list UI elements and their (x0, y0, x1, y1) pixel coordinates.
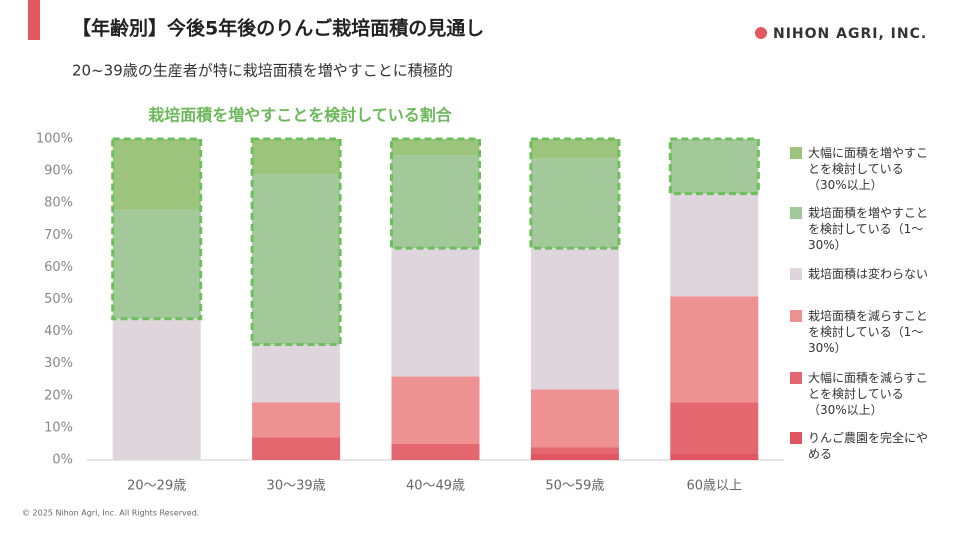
subtitle: 20~39歳の生産者が特に栽培面積を増やすことに積極的 (72, 62, 453, 80)
highlight-box (529, 137, 621, 250)
x-tick-label: 60歳以上 (687, 479, 743, 494)
x-tick-label: 20～29歳 (127, 479, 186, 494)
bar-segment (530, 158, 619, 249)
bar-segment (670, 139, 759, 194)
y-tick-label: 30% (44, 356, 73, 371)
bar-segment (391, 139, 480, 156)
bar-segment (391, 376, 480, 444)
legend-swatch (790, 310, 802, 322)
y-tick-label: 10% (44, 420, 73, 435)
legend-label: 大幅に面積を減らすことを検討している（30%以上） (808, 371, 928, 417)
highlight-box (390, 137, 481, 250)
legend-label: 栽培面積は変わらない (808, 267, 929, 281)
bar-segment (252, 344, 341, 403)
legend-swatch (790, 147, 802, 159)
bar-segment (530, 389, 619, 448)
bar-segment (252, 437, 341, 460)
legend-label: 大幅に面積を増やすことを検討している（30%以上） (808, 146, 929, 192)
x-tick-label: 50～59歳 (545, 479, 604, 494)
legend-swatch (790, 432, 802, 444)
y-tick-label: 50% (44, 292, 73, 307)
annotation: 栽培面積を増やすことを検討している割合 (148, 106, 453, 125)
y-tick-label: 100% (36, 132, 73, 147)
y-tick-label: 70% (44, 228, 73, 243)
legend-label: りんご農園を完全にやめる (808, 431, 929, 461)
accent-bar (28, 0, 40, 40)
bar-segment (112, 209, 201, 319)
bar-segment (670, 402, 759, 454)
bar-segment (112, 139, 201, 210)
bar-segment (391, 155, 480, 249)
bar-segment (252, 139, 341, 175)
y-tick-label: 0% (52, 453, 73, 468)
highlight-box (111, 137, 203, 321)
title: 【年齢別】今後5年後のりんご栽培面積の見通し (72, 17, 484, 40)
legend-swatch (790, 207, 802, 219)
bar-segment (670, 193, 759, 297)
y-tick-label: 60% (44, 260, 73, 275)
bar-segment (252, 174, 341, 345)
bar-segment (112, 318, 201, 460)
bar-segment (670, 296, 759, 403)
highlight-box (668, 137, 760, 196)
y-tick-label: 40% (44, 324, 73, 339)
y-tick-label: 80% (44, 196, 73, 211)
bar-segment (670, 453, 759, 460)
logo: NIHON AGRI, INC. (773, 26, 927, 42)
bar-segment (391, 248, 480, 377)
legend-label: 栽培面積を減らすことを検討している（1～30%） (808, 309, 928, 355)
y-tick-label: 20% (44, 388, 73, 403)
footer: © 2025 Nihon Agri, Inc. All Rights Reser… (22, 509, 199, 518)
legend-swatch (790, 372, 802, 384)
logo-dot (755, 27, 767, 39)
highlight-box (250, 137, 342, 346)
bar-segment (530, 139, 619, 159)
x-tick-label: 30～39歳 (267, 479, 326, 494)
bar-segment (391, 443, 480, 460)
legend-label: 栽培面積を増やすことを検討している（1～30%） (808, 206, 929, 252)
bar-segment (530, 447, 619, 454)
x-tick-label: 40～49歳 (406, 479, 465, 494)
bar-segment (252, 402, 341, 438)
y-tick-label: 90% (44, 164, 73, 179)
legend-swatch (790, 268, 802, 280)
bar-segment (530, 248, 619, 390)
bar-segment (530, 453, 619, 460)
